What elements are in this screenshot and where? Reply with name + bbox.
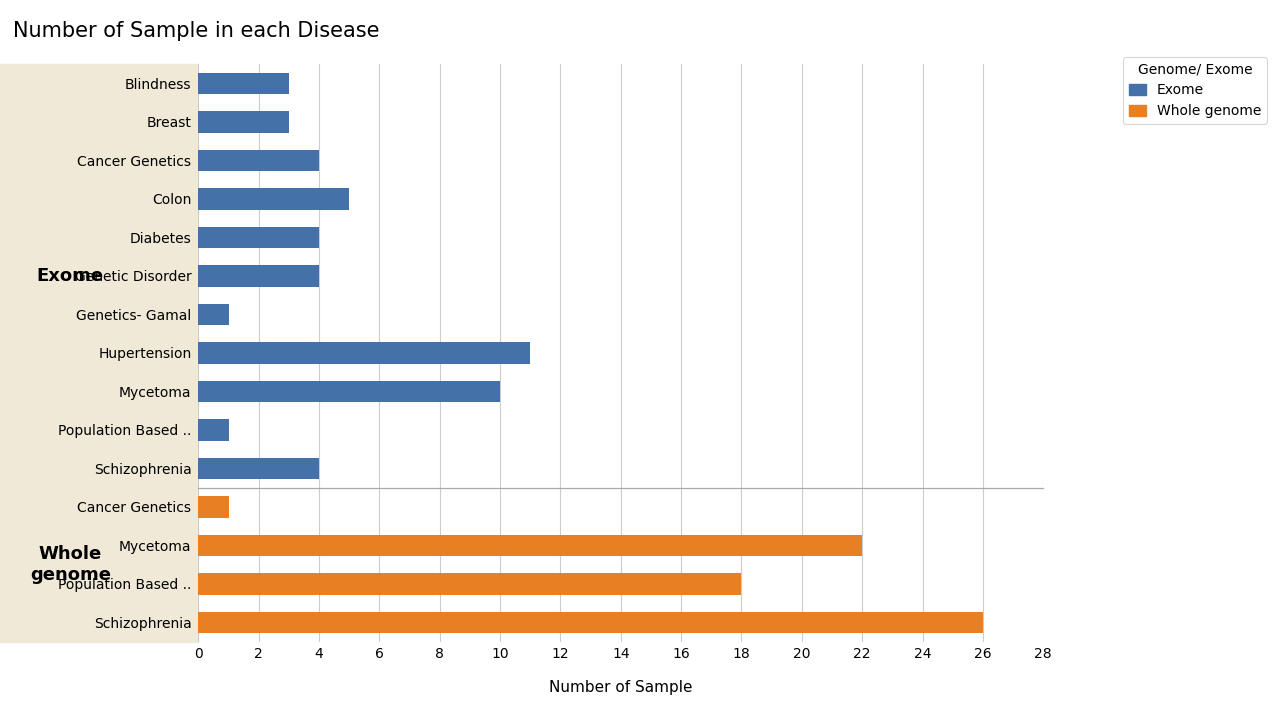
Bar [198,265,319,287]
Text: Exome: Exome [37,267,104,285]
Bar [198,188,349,210]
Bar [198,573,741,595]
Bar [198,612,983,633]
Bar [198,496,229,518]
Bar [198,150,319,171]
Bar [198,342,530,364]
Legend: Exome, Whole genome: Exome, Whole genome [1124,57,1267,124]
Text: Number of Sample in each Disease: Number of Sample in each Disease [13,21,379,41]
Bar [198,111,289,133]
Bar [198,227,319,248]
Bar [198,304,229,325]
Bar [198,419,229,441]
Text: Whole
genome: Whole genome [29,545,111,584]
Bar [198,535,863,556]
Bar [198,381,500,402]
Bar [198,458,319,479]
Bar [198,73,289,94]
Text: Number of Sample: Number of Sample [549,680,692,695]
